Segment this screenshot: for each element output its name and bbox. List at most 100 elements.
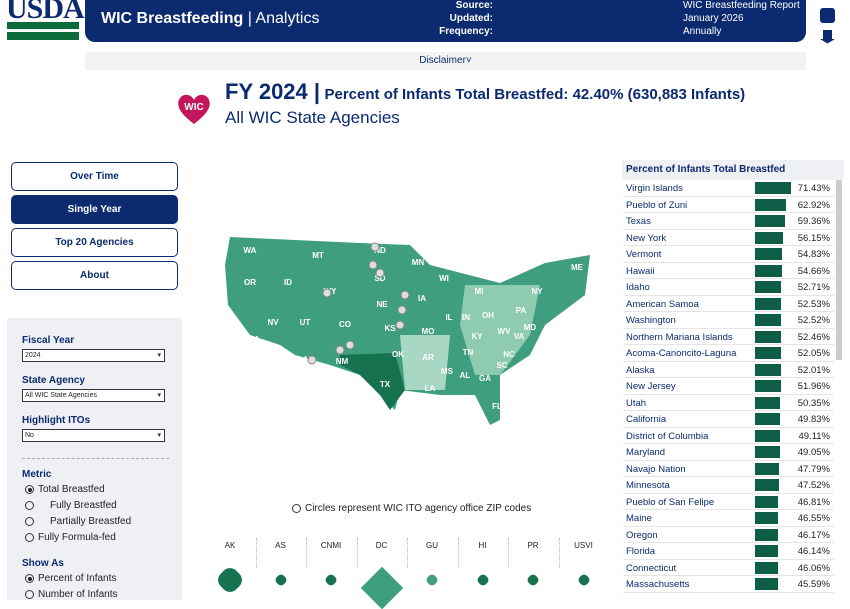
- value-label: 50.35%: [797, 397, 830, 409]
- territory-label: PR: [527, 541, 539, 550]
- state-label: CO: [339, 320, 351, 329]
- bar: [755, 545, 779, 557]
- agency: All WIC State Agencies: [225, 108, 400, 127]
- ito-circle: [395, 320, 405, 330]
- bar: [755, 578, 778, 590]
- ito-circle: [397, 305, 407, 315]
- map: WAORCAIDNVUTAZMTWYCONMNDSDNEKSOKTXMNIAMO…: [225, 237, 590, 425]
- territory-label: AS: [275, 541, 286, 550]
- radio-option[interactable]: Total Breastfed: [25, 484, 105, 495]
- us-shape: [225, 237, 590, 425]
- filter-label: Metric: [22, 469, 52, 480]
- scrollbar[interactable]: [836, 180, 842, 360]
- bar: [755, 462, 779, 475]
- row-name: Texas: [626, 216, 651, 227]
- bar: [755, 363, 781, 376]
- divider: [356, 538, 358, 568]
- state-label: LA: [425, 384, 436, 393]
- ito-circle: [375, 268, 385, 278]
- value-label: 47.52%: [797, 480, 830, 491]
- ito-circle: [400, 290, 410, 300]
- bar: [755, 429, 780, 442]
- option-label: Fully Breastfed: [50, 500, 117, 511]
- radio-option[interactable]: Partially Breastfed: [25, 516, 131, 527]
- ranking-row: Minnesota 47.52%: [623, 477, 834, 494]
- state-label: IA: [418, 294, 426, 303]
- state-label: WV: [498, 327, 512, 336]
- filter-label: Show As: [22, 558, 64, 569]
- value-label: 46.81%: [797, 496, 830, 508]
- value-label: 62.92%: [797, 199, 830, 211]
- radio-option[interactable]: Fully Formula-fed: [25, 532, 116, 543]
- note-text: Circles represent WIC ITO agency office …: [305, 503, 532, 514]
- state-label: IL: [445, 313, 452, 322]
- row-name: New Jersey: [626, 381, 676, 392]
- ranking-row: Idaho 52.71%: [623, 279, 834, 296]
- filter-label: State Agency: [22, 375, 85, 386]
- ranking-row: California 49.83%: [623, 411, 834, 428]
- value-label: 45.59%: [797, 579, 830, 590]
- download-icon[interactable]: [820, 30, 835, 44]
- option-label: Number of Infants: [38, 589, 118, 600]
- state-label: WA: [244, 246, 257, 255]
- row-name: Oregon: [626, 529, 658, 541]
- nav-button[interactable]: Top 20 Agencies: [11, 228, 178, 257]
- state-label: KY: [471, 332, 483, 341]
- ranking-row: Acoma-Canoncito-Laguna 52.05%: [623, 345, 834, 362]
- bar: [755, 396, 781, 409]
- ranking-row: Oregon 46.17%: [623, 527, 834, 543]
- state-label: ID: [284, 278, 292, 287]
- divider: [457, 538, 459, 568]
- wic-icon: WIC: [178, 94, 210, 124]
- radio: [25, 501, 34, 510]
- dropdown[interactable]: 2024: [22, 349, 165, 362]
- bar: [755, 231, 784, 244]
- bar: [755, 182, 791, 194]
- icon[interactable]: [820, 8, 835, 23]
- row-name: Minnesota: [626, 480, 670, 491]
- state-label: OR: [244, 278, 256, 287]
- territory-label: DC: [375, 541, 388, 550]
- app-title: WIC Breastfeeding | Analytics: [101, 10, 320, 27]
- ranking-row: American Samoa 52.53%: [623, 296, 834, 312]
- state-label: OH: [482, 311, 494, 320]
- radio: [25, 574, 34, 583]
- logo-swoosh: [7, 22, 79, 40]
- ito-circle: [307, 355, 317, 365]
- texas: [340, 353, 405, 410]
- radio-option[interactable]: Number of Infants: [25, 589, 117, 600]
- row-name: California: [626, 414, 667, 425]
- row-name: District of Columbia: [626, 430, 709, 442]
- ranking-row: New York 56.15%: [623, 230, 834, 246]
- radio-option[interactable]: Percent of Infants: [25, 573, 116, 584]
- bar: [755, 347, 782, 359]
- ranking-row: Hawaii 54.66%: [623, 263, 834, 279]
- state-label: ND: [374, 246, 386, 255]
- ranking-row: Alaska 52.01%: [623, 362, 834, 378]
- row-name: Acoma-Canoncito-Laguna: [626, 348, 737, 359]
- dropdown[interactable]: No: [22, 429, 165, 442]
- state-label: ME: [571, 263, 584, 272]
- header-bar: WIC Breastfeeding | Analytics Source: WIC…: [85, 0, 806, 42]
- radio-option[interactable]: Fully Breastfed: [25, 500, 117, 511]
- row-name: Idaho: [626, 282, 650, 293]
- nav-button[interactable]: Over Time: [11, 162, 178, 191]
- nav-button[interactable]: Single Year: [11, 195, 178, 224]
- territory-label: CNMI: [320, 541, 342, 550]
- divider: [306, 538, 307, 568]
- ranking-row: Virgin Islands 71.43%: [623, 180, 834, 197]
- nav-button[interactable]: About: [11, 261, 178, 290]
- bar: [755, 413, 780, 425]
- state-label: NM: [336, 357, 349, 366]
- dropdown[interactable]: All WIC State Agencies: [22, 389, 165, 402]
- ito-circle: [370, 242, 380, 252]
- value-label: 71.43%: [797, 183, 830, 194]
- divider: [255, 538, 257, 568]
- value-label: 54.83%: [797, 249, 830, 260]
- row-name: Pueblo of San Felipe: [626, 496, 715, 508]
- meta-value: WIC Breastfeeding Report: [683, 0, 800, 11]
- state-label: FL: [492, 402, 502, 411]
- value-label: 46.17%: [797, 529, 830, 541]
- disclaimer[interactable]: Disclaimer˅: [85, 52, 806, 70]
